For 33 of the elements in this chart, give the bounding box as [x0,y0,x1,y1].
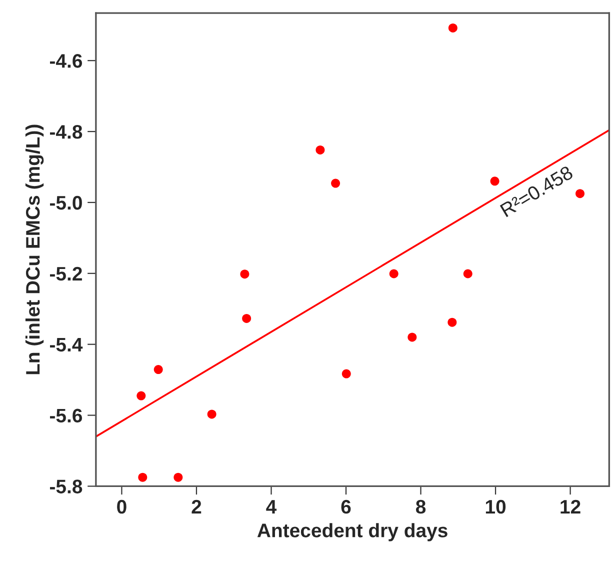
y-tick-label: -5.6 [50,408,82,423]
point [138,472,148,482]
y-tick-label: -4.6 [50,54,82,68]
point [448,318,457,327]
x-axis-title: Antecedent dry days [257,523,448,542]
point [389,269,398,278]
point [408,332,417,342]
point [240,270,250,279]
point [316,145,325,154]
point [331,178,340,188]
point [174,472,183,482]
point [207,410,216,419]
y-tick-label: -4.8 [50,124,82,139]
y-tick-label: -5.4 [50,338,83,352]
y-tick-label: -5.2 [50,266,82,281]
point [463,269,472,278]
point [448,23,458,32]
x-tick-label: 10 [486,500,506,514]
point [242,314,252,323]
point [154,365,163,374]
x-tick-label: 2 [192,500,202,514]
x-tick-label: 4 [266,500,277,514]
x-tick-label: 8 [416,500,426,514]
y-axis-title: Ln (inlet DCu EMCs (mg/L)) [25,124,44,374]
point [576,189,585,198]
x-tick-label: 12 [560,500,580,514]
x-tick-label: 6 [341,500,351,514]
point [342,369,351,378]
y-tick-label: -5.0 [50,196,82,210]
point [136,391,146,400]
y-tick-label: -5.8 [50,480,82,494]
point [490,176,500,186]
x-tick-label: 0 [117,500,126,514]
